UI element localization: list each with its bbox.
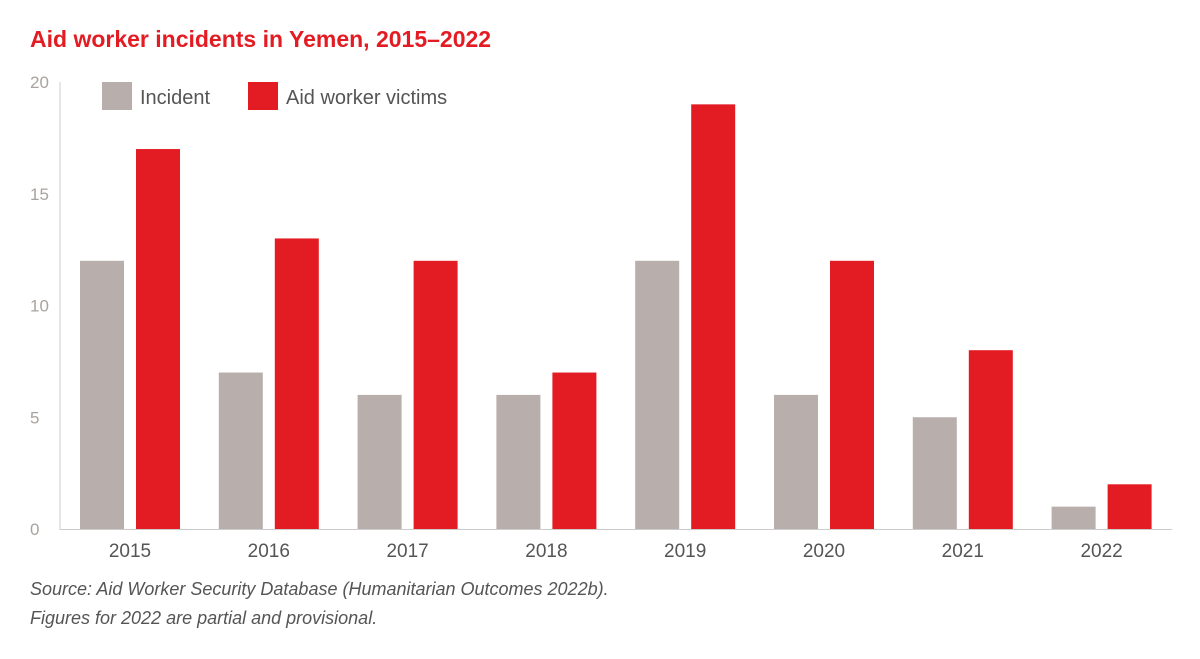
source-note: Source: Aid Worker Security Database (Hu… — [30, 579, 609, 599]
y-tick-label: 10 — [30, 297, 49, 316]
incident-bar — [357, 394, 402, 529]
incident-bar — [218, 372, 263, 529]
victims-bar — [413, 260, 458, 529]
incident-bar — [80, 260, 124, 529]
incident-bar — [912, 417, 957, 529]
legend-swatch-incident — [102, 82, 132, 110]
victims-bar — [1107, 484, 1152, 529]
legend-swatch-victims — [248, 82, 278, 110]
incident-bar — [635, 260, 680, 529]
incident-bar — [496, 394, 541, 529]
y-tick-label: 15 — [30, 185, 49, 204]
incident-bar — [774, 394, 818, 529]
victims-bar — [274, 238, 319, 529]
x-category-label: 2017 — [386, 541, 428, 562]
x-category-label: 2015 — [109, 541, 151, 562]
x-category-label: 2018 — [525, 541, 567, 562]
y-tick-label: 0 — [30, 520, 39, 539]
victims-bar — [552, 372, 597, 529]
legend-label-incident: Incident — [140, 87, 210, 109]
chart-title: Aid worker incidents in Yemen, 2015–2022 — [30, 26, 492, 52]
y-tick-label: 5 — [30, 408, 39, 427]
x-category-label: 2020 — [803, 541, 845, 562]
incident-bar — [1051, 506, 1096, 529]
victims-bar — [136, 149, 180, 530]
victims-bar — [691, 104, 736, 529]
victims-bar — [830, 260, 874, 529]
x-category-label: 2016 — [248, 541, 290, 562]
legend-label-victims: Aid worker victims — [286, 87, 447, 109]
x-category-label: 2019 — [664, 541, 706, 562]
y-tick-label: 20 — [30, 73, 49, 92]
x-category-label: 2021 — [942, 541, 984, 562]
provisional-note: Figures for 2022 are partial and provisi… — [30, 608, 378, 628]
x-category-label: 2022 — [1080, 541, 1122, 562]
victims-bar — [968, 350, 1013, 529]
